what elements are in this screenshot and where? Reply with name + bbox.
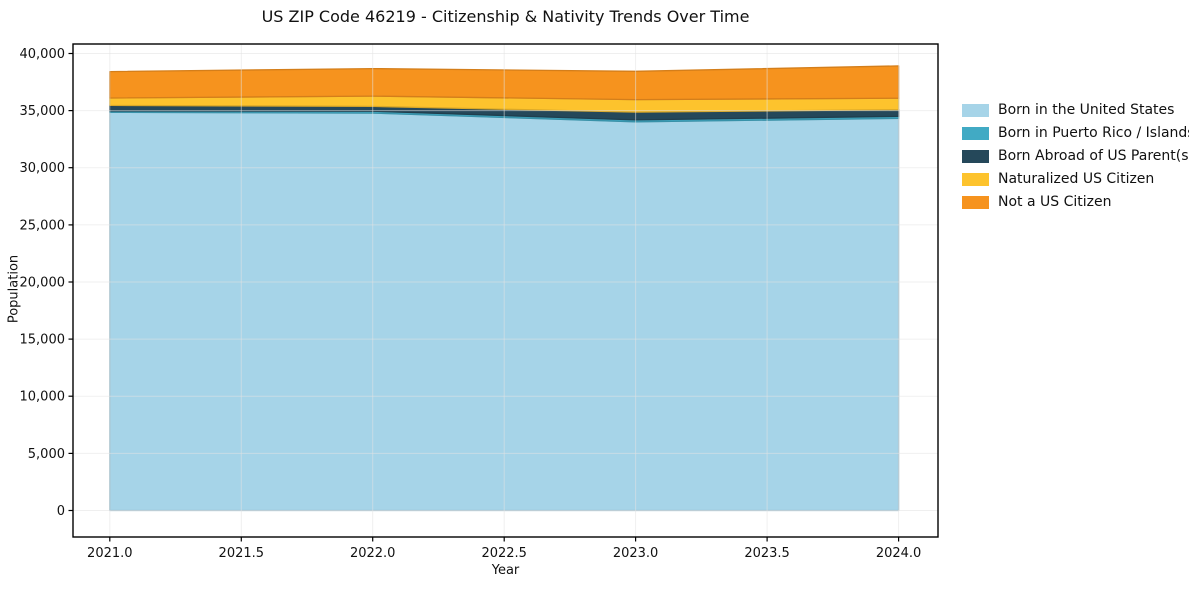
legend-label: Naturalized US Citizen <box>998 171 1155 187</box>
x-tick-label: 2021.5 <box>219 546 265 561</box>
y-tick-label: 35,000 <box>20 104 66 119</box>
y-tick-label: 40,000 <box>20 47 66 62</box>
x-tick-label: 2023.0 <box>613 546 659 561</box>
legend-item: Born in Puerto Rico / Islands <box>962 125 1189 141</box>
legend-item: Not a US Citizen <box>962 194 1189 210</box>
y-tick-label: 20,000 <box>20 276 66 291</box>
legend-swatch-naturalized <box>962 173 989 186</box>
legend-label: Born Abroad of US Parent(s) <box>998 148 1189 164</box>
y-axis-label: Population <box>6 254 22 324</box>
x-tick-label: 2022.0 <box>350 546 396 561</box>
y-tick-label: 30,000 <box>20 161 66 176</box>
legend-label: Not a US Citizen <box>998 194 1112 210</box>
legend-swatch-puerto-rico <box>962 127 989 140</box>
x-tick-label: 2021.0 <box>87 546 133 561</box>
x-tick-label: 2023.5 <box>744 546 790 561</box>
chart-title: US ZIP Code 46219 - Citizenship & Nativi… <box>261 7 750 26</box>
x-axis-label: Year <box>491 563 520 578</box>
legend-label: Born in Puerto Rico / Islands <box>998 125 1189 141</box>
legend-swatch-not-citizen <box>962 196 989 209</box>
y-tick-label: 25,000 <box>20 218 66 233</box>
legend-swatch-born-us <box>962 104 989 117</box>
x-tick-label: 2024.0 <box>876 546 922 561</box>
y-tick-label: 15,000 <box>20 333 66 348</box>
legend: Born in the United States Born in Puerto… <box>962 102 1189 219</box>
legend-item: Born Abroad of US Parent(s) <box>962 148 1189 164</box>
legend-item: Born in the United States <box>962 102 1189 118</box>
y-tick-label: 10,000 <box>20 390 66 405</box>
x-tick-label: 2022.5 <box>481 546 527 561</box>
legend-item: Naturalized US Citizen <box>962 171 1189 187</box>
y-tick-label: 0 <box>57 504 65 519</box>
y-tick-label: 5,000 <box>28 447 65 462</box>
legend-swatch-born-abroad <box>962 150 989 163</box>
plot-border <box>72 43 939 538</box>
legend-label: Born in the United States <box>998 102 1175 118</box>
